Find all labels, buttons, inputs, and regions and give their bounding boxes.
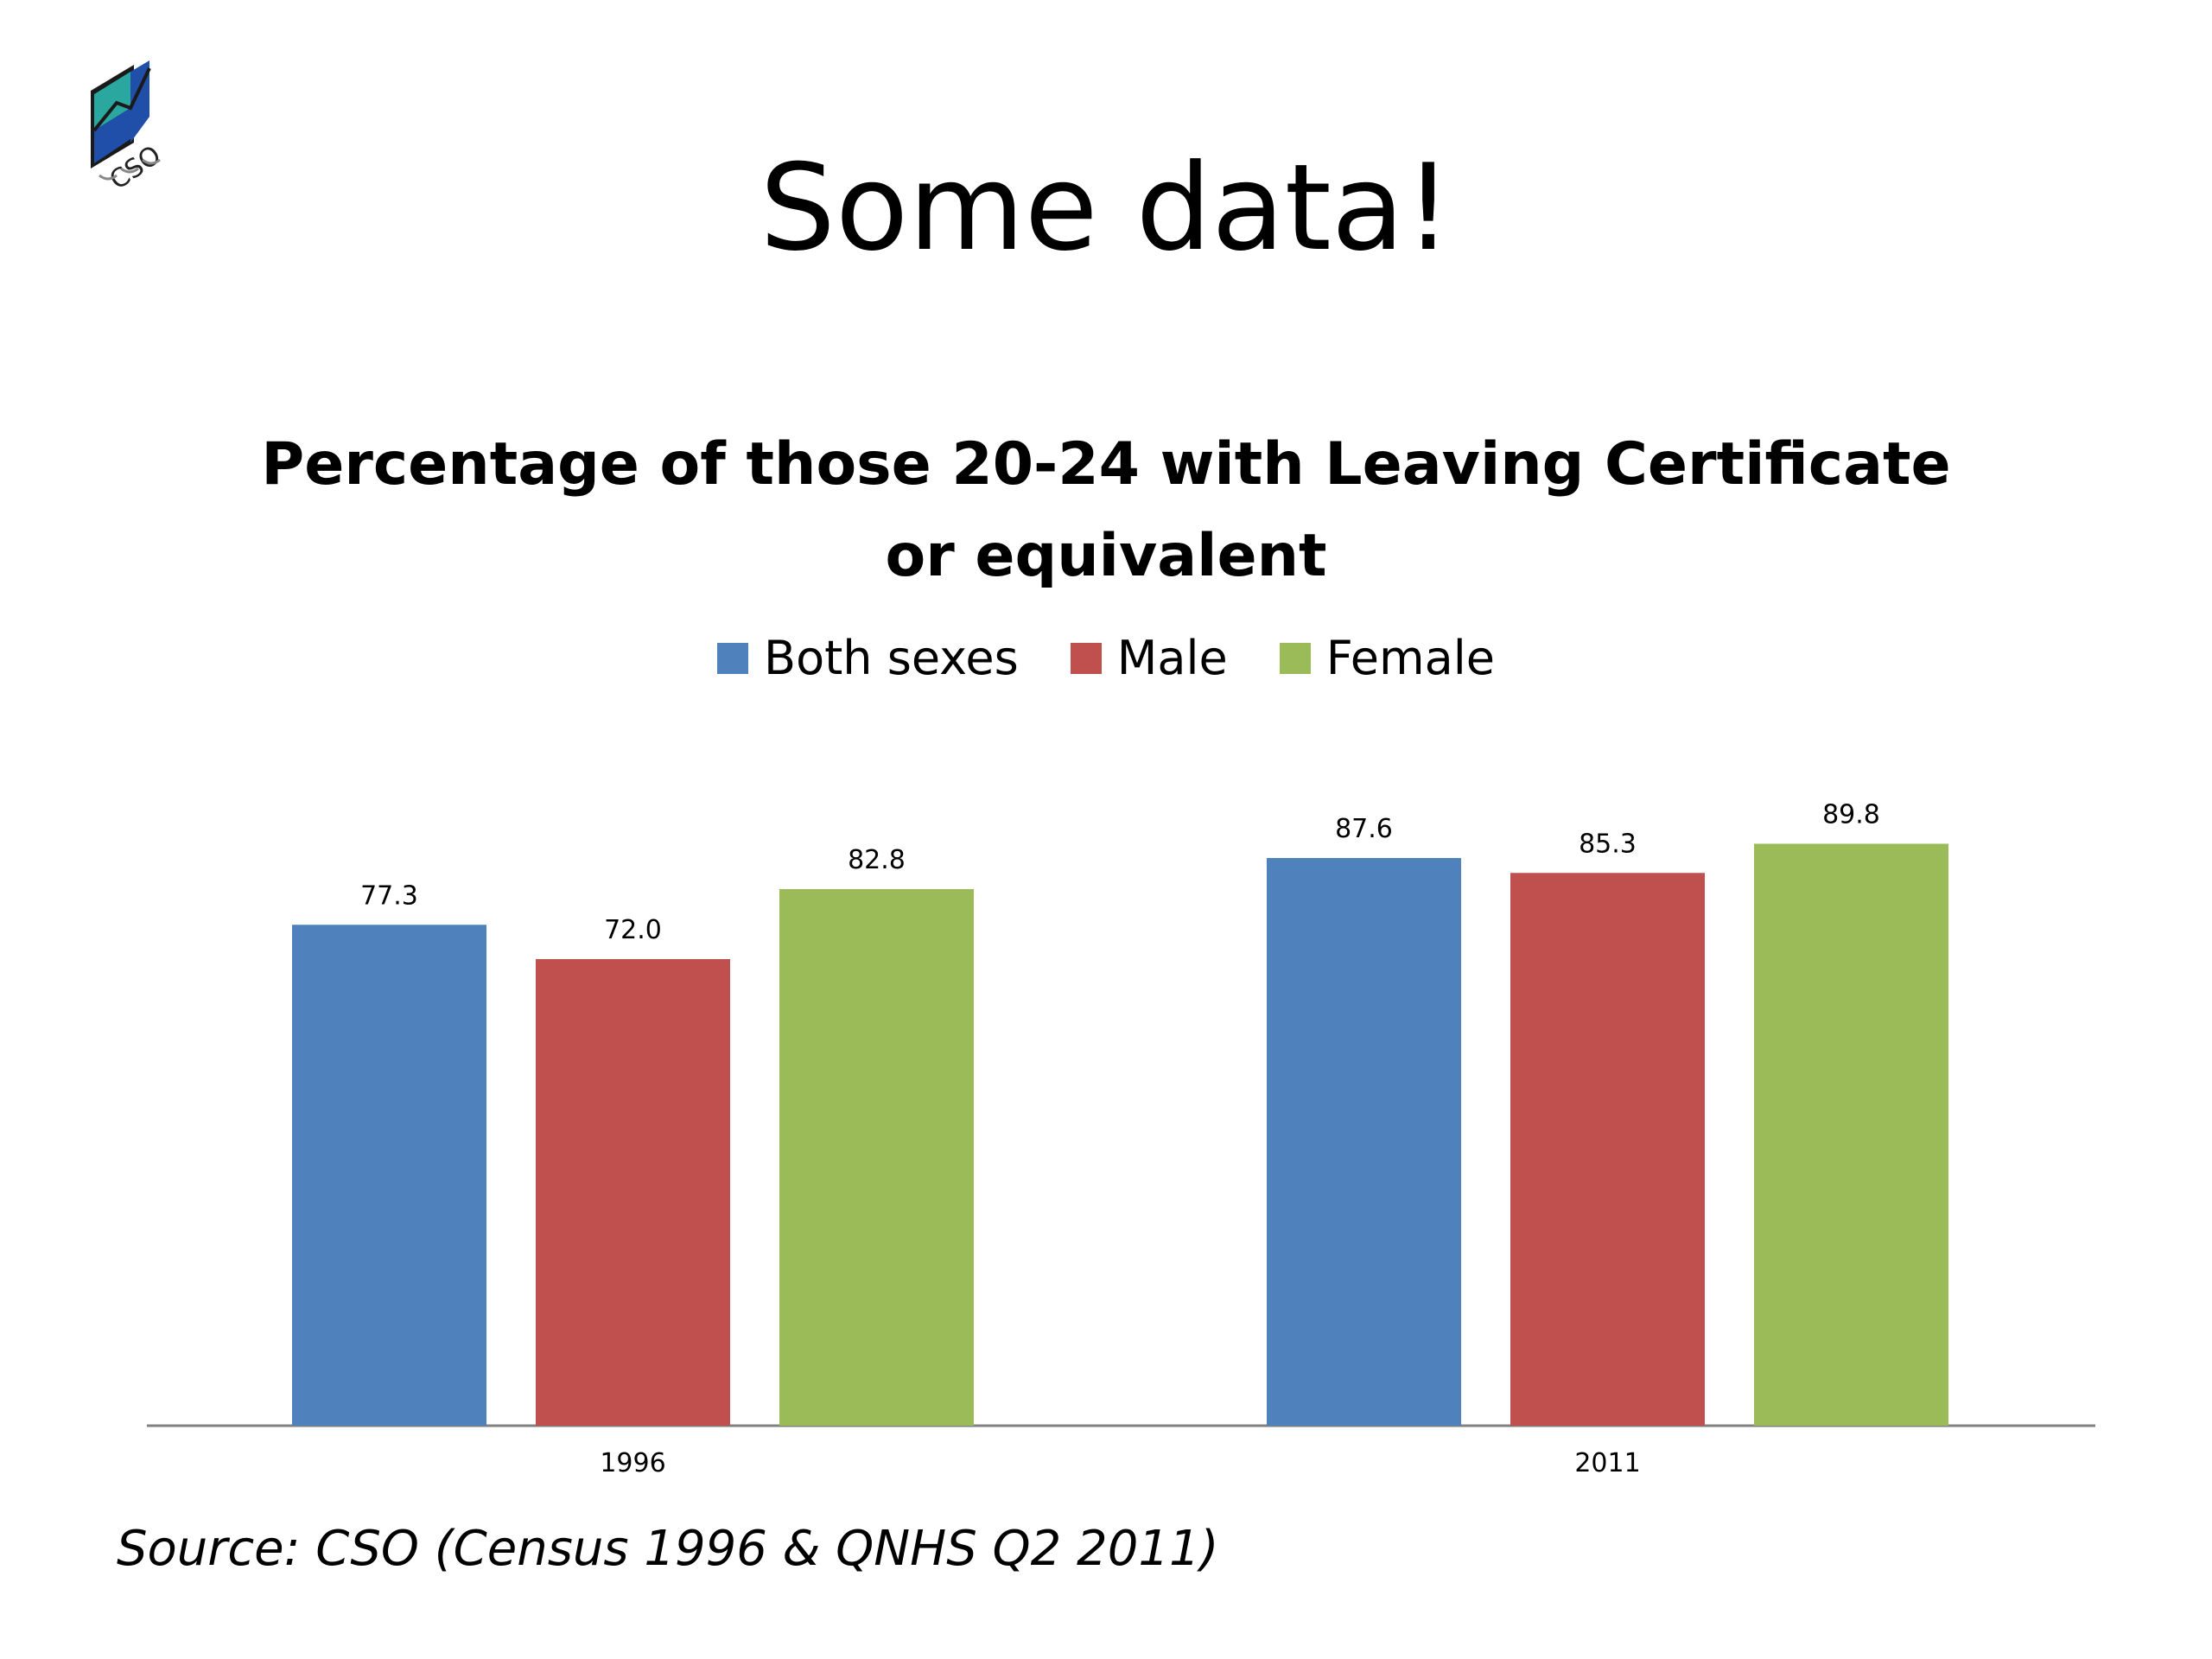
legend-item-both-sexes: Both sexes bbox=[717, 631, 1019, 685]
data-label-both-sexes-1996: 77.3 bbox=[360, 880, 418, 911]
x-tick-label-1996: 1996 bbox=[600, 1448, 665, 1478]
legend-swatch-male bbox=[1070, 642, 1102, 674]
chart-legend: Both sexes Male Female bbox=[0, 631, 2212, 685]
data-label-female-2011: 89.8 bbox=[1822, 800, 1880, 830]
legend-item-female: Female bbox=[1279, 631, 1495, 685]
x-tick-label-2011: 2011 bbox=[1574, 1448, 1640, 1478]
legend-label-male: Male bbox=[1116, 631, 1228, 685]
bar-male-1996 bbox=[536, 959, 730, 1426]
chart-title-line-1: Percentage of those 20-24 with Leaving C… bbox=[261, 430, 1951, 499]
legend-item-male: Male bbox=[1070, 631, 1228, 685]
legend-swatch-female bbox=[1279, 642, 1311, 674]
bar-both-sexes-1996 bbox=[292, 925, 486, 1426]
data-label-male-2011: 85.3 bbox=[1579, 829, 1637, 859]
legend-swatch-both-sexes bbox=[717, 642, 749, 674]
chart-title-line-2: or equivalent bbox=[885, 522, 1327, 590]
bar-female-1996 bbox=[779, 889, 974, 1426]
slide-title: Some data! bbox=[760, 138, 1452, 277]
bar-both-sexes-2011 bbox=[1267, 858, 1461, 1426]
data-label-both-sexes-2011: 87.6 bbox=[1335, 814, 1393, 844]
data-label-female-1996: 82.8 bbox=[848, 845, 906, 875]
bar-male-2011 bbox=[1510, 873, 1705, 1426]
bar-female-2011 bbox=[1754, 843, 1948, 1426]
legend-label-both-sexes: Both sexes bbox=[764, 631, 1019, 685]
source-note: Source: CSO (Census 1996 & QNHS Q2 2011) bbox=[117, 1521, 1219, 1577]
cso-logo: CSO bbox=[91, 60, 167, 194]
data-label-male-1996: 72.0 bbox=[604, 915, 662, 945]
legend-label-female: Female bbox=[1325, 631, 1495, 685]
chart-title: Percentage of those 20-24 with Leaving C… bbox=[242, 419, 1970, 602]
